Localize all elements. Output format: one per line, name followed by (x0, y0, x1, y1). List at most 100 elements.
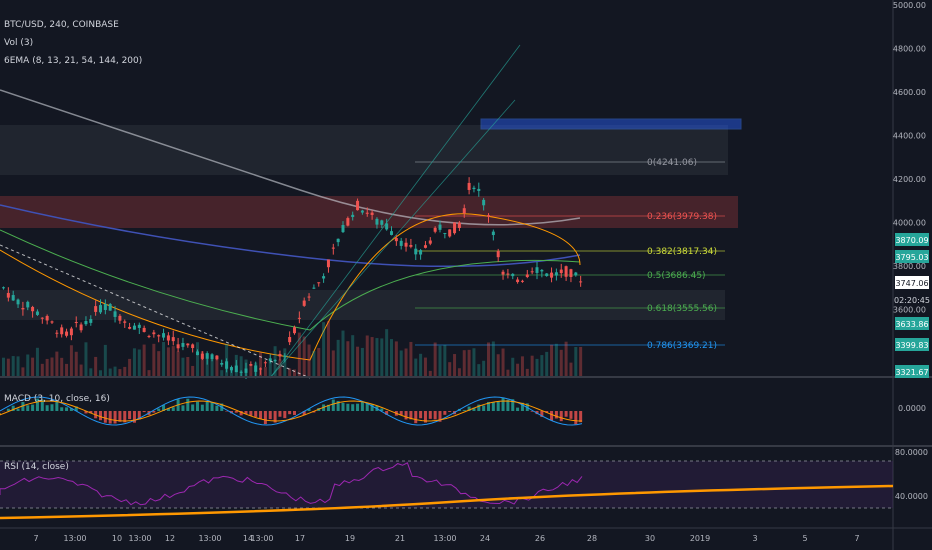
price-axis-label: 4200.00 (893, 175, 926, 184)
time-axis-label: 13:00 (63, 534, 86, 543)
macd-histogram-bar (530, 411, 534, 412)
volume-bar (302, 336, 306, 376)
candle (365, 207, 369, 217)
fib-level-label: 0.236(3979.38) (647, 212, 717, 222)
macd-histogram-bar (234, 411, 238, 413)
rsi-value-line (0, 462, 583, 506)
candle (530, 267, 534, 275)
macd-histogram-bar (259, 411, 263, 419)
candle (370, 210, 374, 220)
candle (123, 319, 127, 328)
macd-histogram-bar (191, 404, 195, 411)
volume-bar (423, 357, 427, 376)
macd-histogram-bar (351, 404, 355, 411)
candle (2, 286, 5, 290)
candle (50, 320, 54, 325)
macd-histogram-bar (26, 405, 30, 411)
volume-bar (574, 347, 578, 376)
volume-bar (50, 357, 54, 376)
volume-bar (438, 345, 442, 376)
macd-histogram-bar (467, 406, 471, 411)
candle (414, 244, 418, 261)
time-axis-label: 3 (752, 534, 757, 543)
volume-bar (540, 355, 544, 376)
volume-bar (273, 346, 277, 376)
candle (559, 263, 563, 278)
volume-bar (162, 341, 166, 376)
ema-indicator-label[interactable]: 6EMA (8, 13, 21, 54, 144, 200) (4, 56, 143, 66)
price-axis[interactable]: 5000.00 4800.00 4600.00 4400.00 4200.00 4000.… (893, 1, 930, 501)
macd-histogram-bar (74, 406, 78, 411)
fibonacci-retracement[interactable]: 0(4241.06) 0.236(3979.38) 0.382(3817.34) 0.… (415, 158, 725, 351)
volume-bar (394, 341, 398, 376)
price-tag: 3633.86 (895, 317, 929, 330)
volume-bar (234, 354, 238, 376)
candle (331, 243, 335, 255)
price-axis-label: 5000.00 (893, 1, 926, 10)
volume-bar (317, 348, 321, 376)
volume-bar (94, 356, 98, 376)
candle (346, 216, 350, 227)
macd-histogram-bar (263, 411, 267, 425)
candle (511, 273, 515, 280)
candle (186, 343, 190, 348)
macd-label[interactable]: MACD (3, 10, close, 16) (4, 394, 110, 404)
volume-bar (196, 342, 199, 376)
volume-indicator-label[interactable]: Vol (3) (4, 38, 34, 48)
macd-histogram-bar (550, 411, 554, 421)
volume-bar (414, 358, 418, 376)
candle (341, 221, 345, 234)
macd-histogram-bar (31, 404, 35, 411)
candle (550, 267, 554, 283)
volume-bar (520, 356, 524, 376)
rsi-label[interactable]: RSI (14, close) (4, 462, 69, 472)
macd-histogram-bar (574, 411, 578, 425)
macd-histogram-bar (273, 411, 277, 423)
fib-level-label: 0.382(3817.34) (647, 247, 717, 257)
macd-signal-line (0, 400, 583, 422)
price-axis-label: 3600.00 (893, 306, 926, 315)
macd-histogram-bar (399, 411, 403, 415)
candle (312, 284, 316, 290)
candle (496, 248, 500, 262)
macd-histogram-bar (482, 405, 486, 411)
volume-bar (55, 351, 59, 376)
candle (356, 198, 360, 211)
macd-histogram-bar (200, 404, 204, 411)
volume-bar (506, 369, 510, 376)
macd-histogram-bar (11, 405, 15, 411)
candle (579, 275, 583, 287)
candle (166, 332, 170, 346)
volume-bar (210, 358, 214, 376)
volume-bar (186, 356, 190, 376)
fib-level-label: 0(4241.06) (647, 158, 697, 168)
candle (162, 328, 166, 341)
candle (65, 328, 69, 338)
macd-histogram-bar (162, 404, 166, 411)
volume-bar (487, 342, 490, 376)
price-axis-label: 3800.00 (893, 262, 926, 271)
macd-histogram-bar (385, 411, 389, 415)
candle (428, 237, 432, 246)
candle (293, 325, 296, 335)
macd-histogram-bar (55, 401, 59, 411)
time-axis-label: 13:00 (433, 534, 456, 543)
macd-histogram-bar (341, 402, 345, 411)
trendline-descending[interactable] (0, 244, 311, 379)
target-zone (480, 118, 742, 130)
trendline-channel-upper[interactable] (269, 44, 521, 379)
volume-bar (496, 354, 500, 376)
trendline-channel-lower[interactable] (269, 99, 516, 379)
macd-histogram-bar (278, 411, 282, 417)
volume-bar (16, 356, 20, 376)
candle (467, 177, 471, 195)
candle (545, 273, 549, 277)
candle (554, 268, 558, 281)
ema-200-line (0, 89, 581, 226)
macd-histogram-bar (501, 397, 505, 411)
candle (278, 350, 282, 361)
candle (26, 300, 30, 311)
volume-bar (399, 350, 403, 376)
